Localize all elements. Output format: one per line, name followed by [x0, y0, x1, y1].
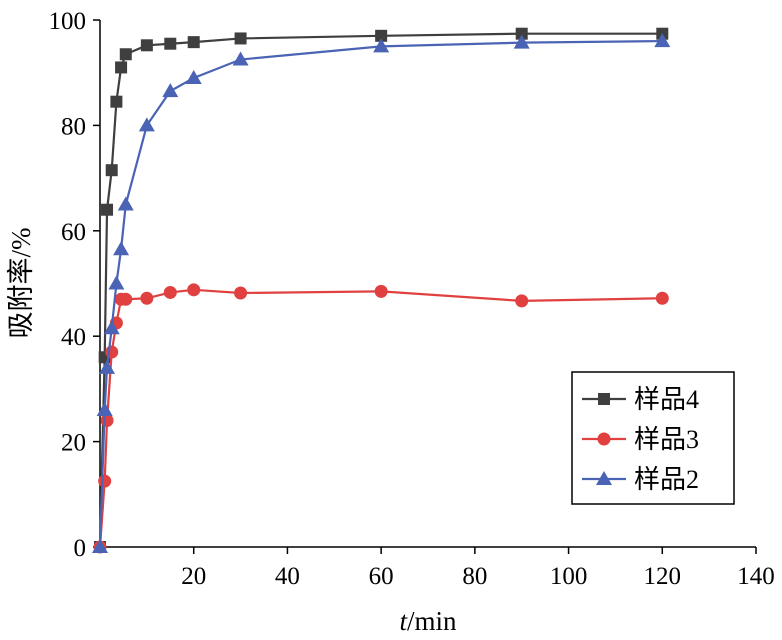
data-point [232, 51, 249, 66]
y-tick-label: 80 [61, 113, 86, 140]
y-tick-label: 20 [61, 430, 86, 457]
data-point [103, 320, 120, 335]
x-tick-label: 140 [737, 563, 775, 590]
y-tick-label: 60 [61, 219, 86, 246]
data-point [140, 39, 153, 52]
data-point [654, 33, 671, 48]
x-axis-title-unit: /min [407, 606, 457, 636]
data-point [119, 48, 132, 61]
data-point [101, 203, 114, 216]
data-point [110, 95, 123, 108]
data-point [234, 286, 248, 300]
legend-label: 样品3 [634, 425, 699, 454]
x-tick-label: 100 [550, 563, 588, 590]
data-point [105, 345, 119, 359]
x-axis-title: t/min [399, 606, 457, 636]
data-point [105, 164, 118, 177]
y-tick-label: 40 [61, 324, 86, 351]
series-3 [92, 33, 671, 553]
x-tick-label: 60 [369, 563, 394, 590]
data-point [119, 292, 133, 306]
data-point [140, 291, 154, 305]
series-layer [92, 27, 671, 554]
data-point [92, 539, 108, 553]
data-point [515, 294, 529, 308]
data-point [234, 32, 247, 45]
data-point [655, 291, 669, 305]
data-point [98, 474, 112, 488]
legend-marker [596, 471, 612, 485]
data-point [108, 275, 125, 290]
data-point [185, 69, 202, 84]
legend-item: 样品2 [582, 465, 699, 494]
data-point [163, 285, 177, 299]
legend-label: 样品4 [634, 385, 699, 414]
x-axis-title-variable: t [399, 606, 408, 636]
legend-marker [598, 393, 610, 405]
series-line [98, 32, 663, 548]
data-point [138, 117, 155, 132]
data-point [375, 29, 388, 42]
data-point [99, 359, 116, 374]
data-point [113, 241, 130, 256]
y-tick-label: 100 [49, 8, 87, 35]
y-ticks: 0 20 40 60 80 100 [49, 8, 100, 562]
legend-item: 样品3 [582, 425, 699, 454]
data-point [115, 61, 128, 74]
x-tick-label: 20 [181, 563, 206, 590]
data-point [164, 37, 177, 50]
legend-marker [597, 432, 611, 446]
x-ticks: 20 40 60 80 100 120 140 [181, 547, 775, 590]
axes [99, 20, 756, 548]
data-point [162, 83, 179, 98]
data-point [187, 283, 201, 297]
data-point [96, 401, 113, 416]
x-tick-label: 40 [275, 563, 300, 590]
legend-label: 样品2 [634, 465, 699, 494]
data-point [373, 38, 390, 53]
legend: 样品4 样品3 样品2 [571, 371, 735, 505]
data-point [117, 196, 134, 211]
x-tick-label: 120 [644, 563, 682, 590]
x-tick-label: 80 [462, 563, 487, 590]
data-point [515, 27, 528, 40]
data-point [187, 36, 200, 49]
y-axis-title: 吸附率/% [6, 228, 36, 339]
data-point [374, 284, 388, 298]
legend-item: 样品4 [582, 385, 699, 414]
data-point [513, 34, 530, 49]
y-tick-label: 0 [74, 535, 87, 562]
